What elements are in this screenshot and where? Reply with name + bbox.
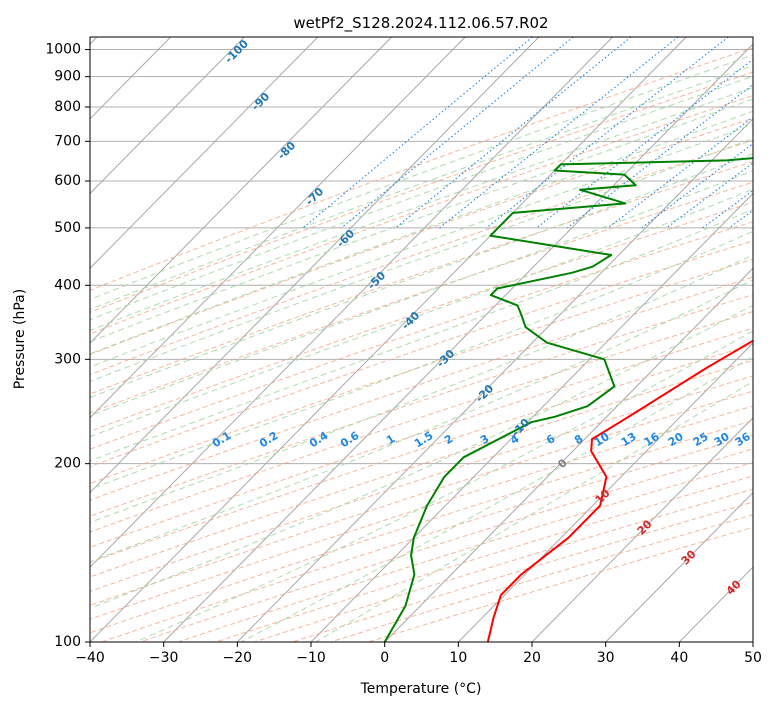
y-tick-label: 100 <box>54 634 81 650</box>
x-tick-label: −40 <box>75 650 105 666</box>
x-tick-label: −30 <box>149 650 179 666</box>
y-tick-label: 1000 <box>45 42 81 58</box>
x-tick-label: −10 <box>296 650 326 666</box>
y-tick-label: 300 <box>54 351 81 367</box>
x-tick-label: 40 <box>670 650 688 666</box>
chart-title: wetPf2_S128.2024.112.06.57.R02 <box>293 14 548 33</box>
x-tick-label: 50 <box>744 650 762 666</box>
x-tick-label: −20 <box>223 650 253 666</box>
x-tick-label: 10 <box>449 650 467 666</box>
y-tick-label: 200 <box>54 456 81 472</box>
x-axis-label: Temperature (°C) <box>360 681 482 697</box>
x-tick-label: 30 <box>597 650 615 666</box>
y-axis-label: Pressure (hPa) <box>12 289 28 389</box>
y-tick-label: 500 <box>54 220 81 236</box>
y-tick-label: 400 <box>54 277 81 293</box>
y-tick-label: 900 <box>54 69 81 85</box>
x-tick-label: 20 <box>523 650 541 666</box>
y-tick-label: 700 <box>54 133 81 149</box>
y-tick-label: 600 <box>54 173 81 189</box>
y-tick-label: 800 <box>54 99 81 115</box>
x-tick-label: 0 <box>380 650 389 666</box>
